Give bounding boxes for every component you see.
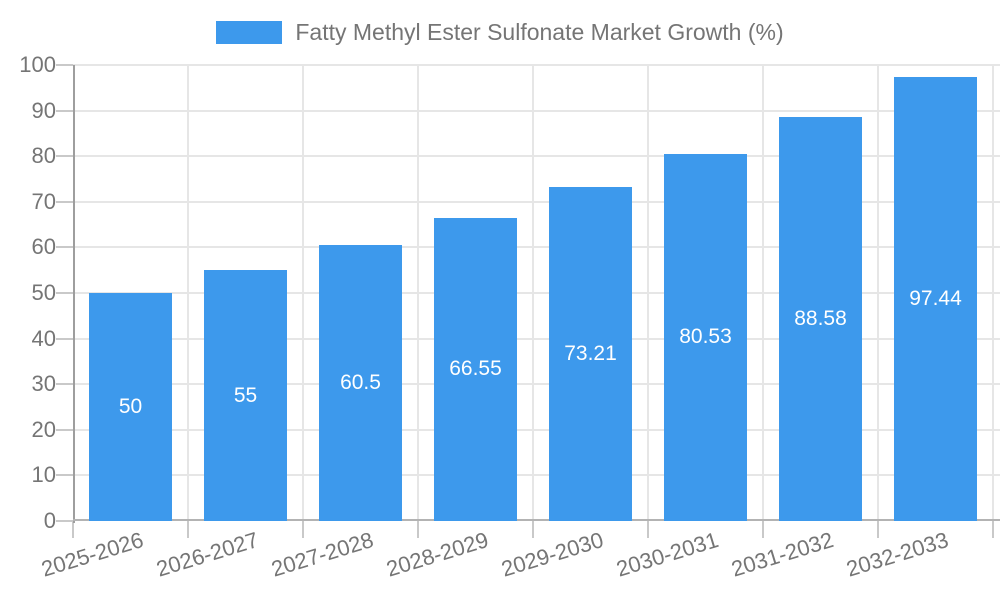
- x-axis-baseline: [73, 519, 1000, 521]
- y-axis-tick-label: 40: [31, 325, 56, 351]
- y-gridline: [73, 200, 1000, 203]
- x-tick-mark-icon: [877, 521, 879, 538]
- y-axis-tick-label: 100: [19, 52, 56, 77]
- y-tick-mark-icon: [56, 428, 73, 431]
- x-gridline: [877, 65, 879, 521]
- y-tick-mark-icon: [56, 155, 73, 158]
- y-gridline: [73, 292, 1000, 294]
- y-tick-mark-icon: [56, 383, 73, 386]
- bar-value-label: 73.21: [564, 342, 617, 366]
- y-gridline: [73, 64, 1000, 66]
- y-axis-tick-label: 90: [31, 97, 56, 123]
- y-axis-tick-label: 60: [31, 234, 56, 260]
- y-axis-tick-label: 30: [31, 371, 56, 397]
- y-gridline: [73, 428, 1000, 431]
- x-gridline: [532, 65, 534, 521]
- bar-value-label: 50: [118, 395, 143, 418]
- y-gridline: [73, 383, 1000, 386]
- bar[interactable]: 66.55: [434, 217, 517, 521]
- y-axis-tick-label: 70: [31, 188, 56, 214]
- legend-label: Fatty Methyl Ester Sulfonate Market Grow…: [295, 19, 784, 45]
- y-gridline: [73, 246, 1000, 249]
- x-tick-mark-icon: [302, 521, 304, 538]
- x-gridline: [762, 65, 764, 521]
- y-axis-tick-label: 0: [43, 508, 56, 533]
- bar[interactable]: 73.21: [549, 187, 632, 521]
- bar[interactable]: 97.44: [894, 76, 977, 521]
- bar-value-label: 97.44: [909, 286, 962, 310]
- bar-value-label: 66.55: [449, 357, 502, 381]
- x-gridline: [647, 65, 649, 521]
- y-tick-mark-icon: [56, 200, 73, 203]
- bar-value-label: 80.53: [679, 325, 732, 349]
- y-axis-tick-label: 20: [31, 416, 56, 442]
- y-tick-mark-icon: [56, 109, 73, 112]
- x-gridline: [187, 65, 189, 521]
- y-gridline: [73, 337, 1000, 340]
- bar-value-label: 55: [233, 383, 258, 407]
- x-gridline: [992, 65, 994, 521]
- x-tick-mark-icon: [532, 521, 534, 538]
- x-gridline: [302, 65, 304, 521]
- bar[interactable]: 88.58: [779, 117, 862, 521]
- y-axis-line: [73, 65, 75, 523]
- plot-area: 50 55 60.5 66.55 73.21 80.53 88.58 97.44: [56, 64, 1000, 538]
- y-tick-mark-icon: [56, 337, 73, 340]
- x-tick-mark-icon: [762, 521, 764, 538]
- x-gridline: [417, 65, 419, 521]
- y-tick-mark-icon: [56, 246, 73, 249]
- y-axis-tick-label: 80: [31, 143, 56, 169]
- x-tick-mark-icon: [647, 521, 649, 538]
- x-tick-mark-icon: [72, 521, 74, 538]
- bar[interactable]: 80.53: [664, 153, 747, 521]
- bar-value-label: 60.5: [340, 371, 381, 395]
- x-tick-mark-icon: [992, 521, 994, 538]
- y-tick-mark-icon: [56, 520, 73, 522]
- y-tick-mark-icon: [56, 64, 73, 66]
- x-tick-mark-icon: [417, 521, 419, 538]
- y-gridline: [73, 109, 1000, 112]
- chart-legend: Fatty Methyl Ester Sulfonate Market Grow…: [0, 19, 1000, 46]
- y-tick-mark-icon: [56, 474, 73, 477]
- bar[interactable]: 55: [204, 270, 287, 521]
- y-tick-mark-icon: [56, 292, 73, 294]
- bar[interactable]: 50: [89, 293, 172, 521]
- bar-value-label: 88.58: [794, 307, 847, 331]
- y-axis-tick-label: 50: [31, 280, 56, 305]
- y-gridline: [73, 155, 1000, 158]
- y-axis-tick-label: 10: [31, 462, 56, 488]
- x-tick-mark-icon: [187, 521, 189, 538]
- legend-swatch-icon: [216, 21, 283, 44]
- y-gridline: [73, 474, 1000, 477]
- bar[interactable]: 60.5: [319, 245, 402, 521]
